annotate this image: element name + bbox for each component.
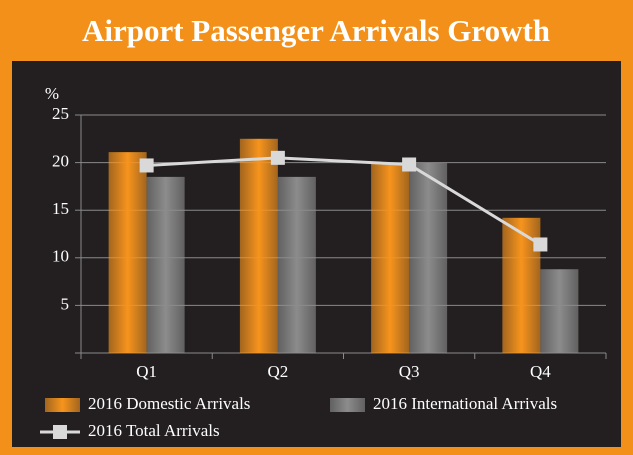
bar: [277, 176, 316, 353]
legend-label: 2016 International Arrivals: [373, 394, 557, 413]
y-axis-label: %: [45, 84, 59, 103]
line-marker: [533, 237, 548, 252]
line-marker: [402, 157, 417, 172]
legend-swatch: [330, 398, 365, 412]
bar: [146, 176, 185, 353]
bar: [409, 162, 448, 353]
y-tick-label: 25: [52, 104, 69, 123]
chart-title: Airport Passenger Arrivals Growth: [82, 13, 550, 48]
x-tick-label: Q3: [399, 362, 420, 381]
y-tick-label: 15: [52, 199, 69, 218]
bar: [540, 269, 579, 353]
legend-label: 2016 Domestic Arrivals: [88, 394, 250, 413]
y-tick-label: 5: [61, 294, 70, 313]
line: [146, 156, 542, 246]
bar: [371, 162, 410, 353]
legend-swatch: [45, 398, 80, 412]
x-tick-label: Q1: [136, 362, 157, 381]
bar: [239, 138, 278, 353]
line-marker: [270, 150, 285, 165]
y-tick-label: 10: [52, 247, 69, 266]
y-tick-label: 20: [52, 152, 69, 171]
x-tick-label: Q4: [530, 362, 551, 381]
x-tick-label: Q2: [267, 362, 288, 381]
bar: [108, 152, 147, 353]
line-marker: [139, 158, 154, 173]
legend-label: 2016 Total Arrivals: [88, 421, 220, 440]
legend-marker: [53, 425, 67, 439]
